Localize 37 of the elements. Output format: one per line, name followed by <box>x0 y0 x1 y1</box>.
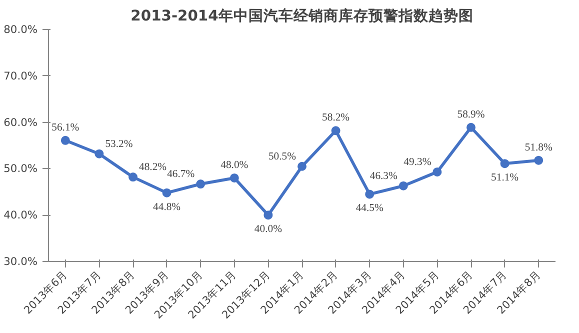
data-label: 51.1% <box>491 172 519 184</box>
data-label: 53.2% <box>105 138 133 150</box>
data-label: 58.2% <box>322 112 350 124</box>
point <box>60 136 70 145</box>
y-tick-label: 40.0% <box>4 208 38 222</box>
y-tick-label: 30.0% <box>4 255 38 268</box>
data-label: 58.9% <box>457 109 485 120</box>
data-label: 48.0% <box>220 160 248 171</box>
point <box>298 162 306 171</box>
data-label: 49.3% <box>404 156 432 168</box>
point <box>196 180 206 189</box>
data-label: 40.0% <box>254 224 282 236</box>
data-label: 56.1% <box>52 122 80 134</box>
point <box>264 210 273 220</box>
point <box>162 188 172 198</box>
data-label: 46.7% <box>167 169 195 180</box>
point <box>534 156 544 165</box>
data-label: 51.8% <box>524 142 552 154</box>
y-tick-label: 80.0% <box>4 23 38 36</box>
data-label: 50.5% <box>268 151 296 162</box>
y-tick-label: 70.0% <box>4 69 38 82</box>
data-label: 44.5% <box>356 203 384 214</box>
chart-title: 2013-2014年中国汽车经销商库存预警指数趋势图 <box>130 6 474 24</box>
point <box>331 126 340 136</box>
point <box>500 159 510 168</box>
data-label: 48.2% <box>139 162 167 174</box>
point <box>432 167 442 176</box>
y-tick-label: 60.0% <box>4 116 38 129</box>
data-label: 46.3% <box>370 170 398 182</box>
point <box>466 122 476 132</box>
point <box>365 190 374 199</box>
y-tick-label: 50.0% <box>4 162 38 176</box>
point <box>230 173 239 182</box>
data-label: 44.8% <box>153 202 181 213</box>
point <box>94 149 104 158</box>
point <box>128 172 138 182</box>
point <box>398 181 408 190</box>
